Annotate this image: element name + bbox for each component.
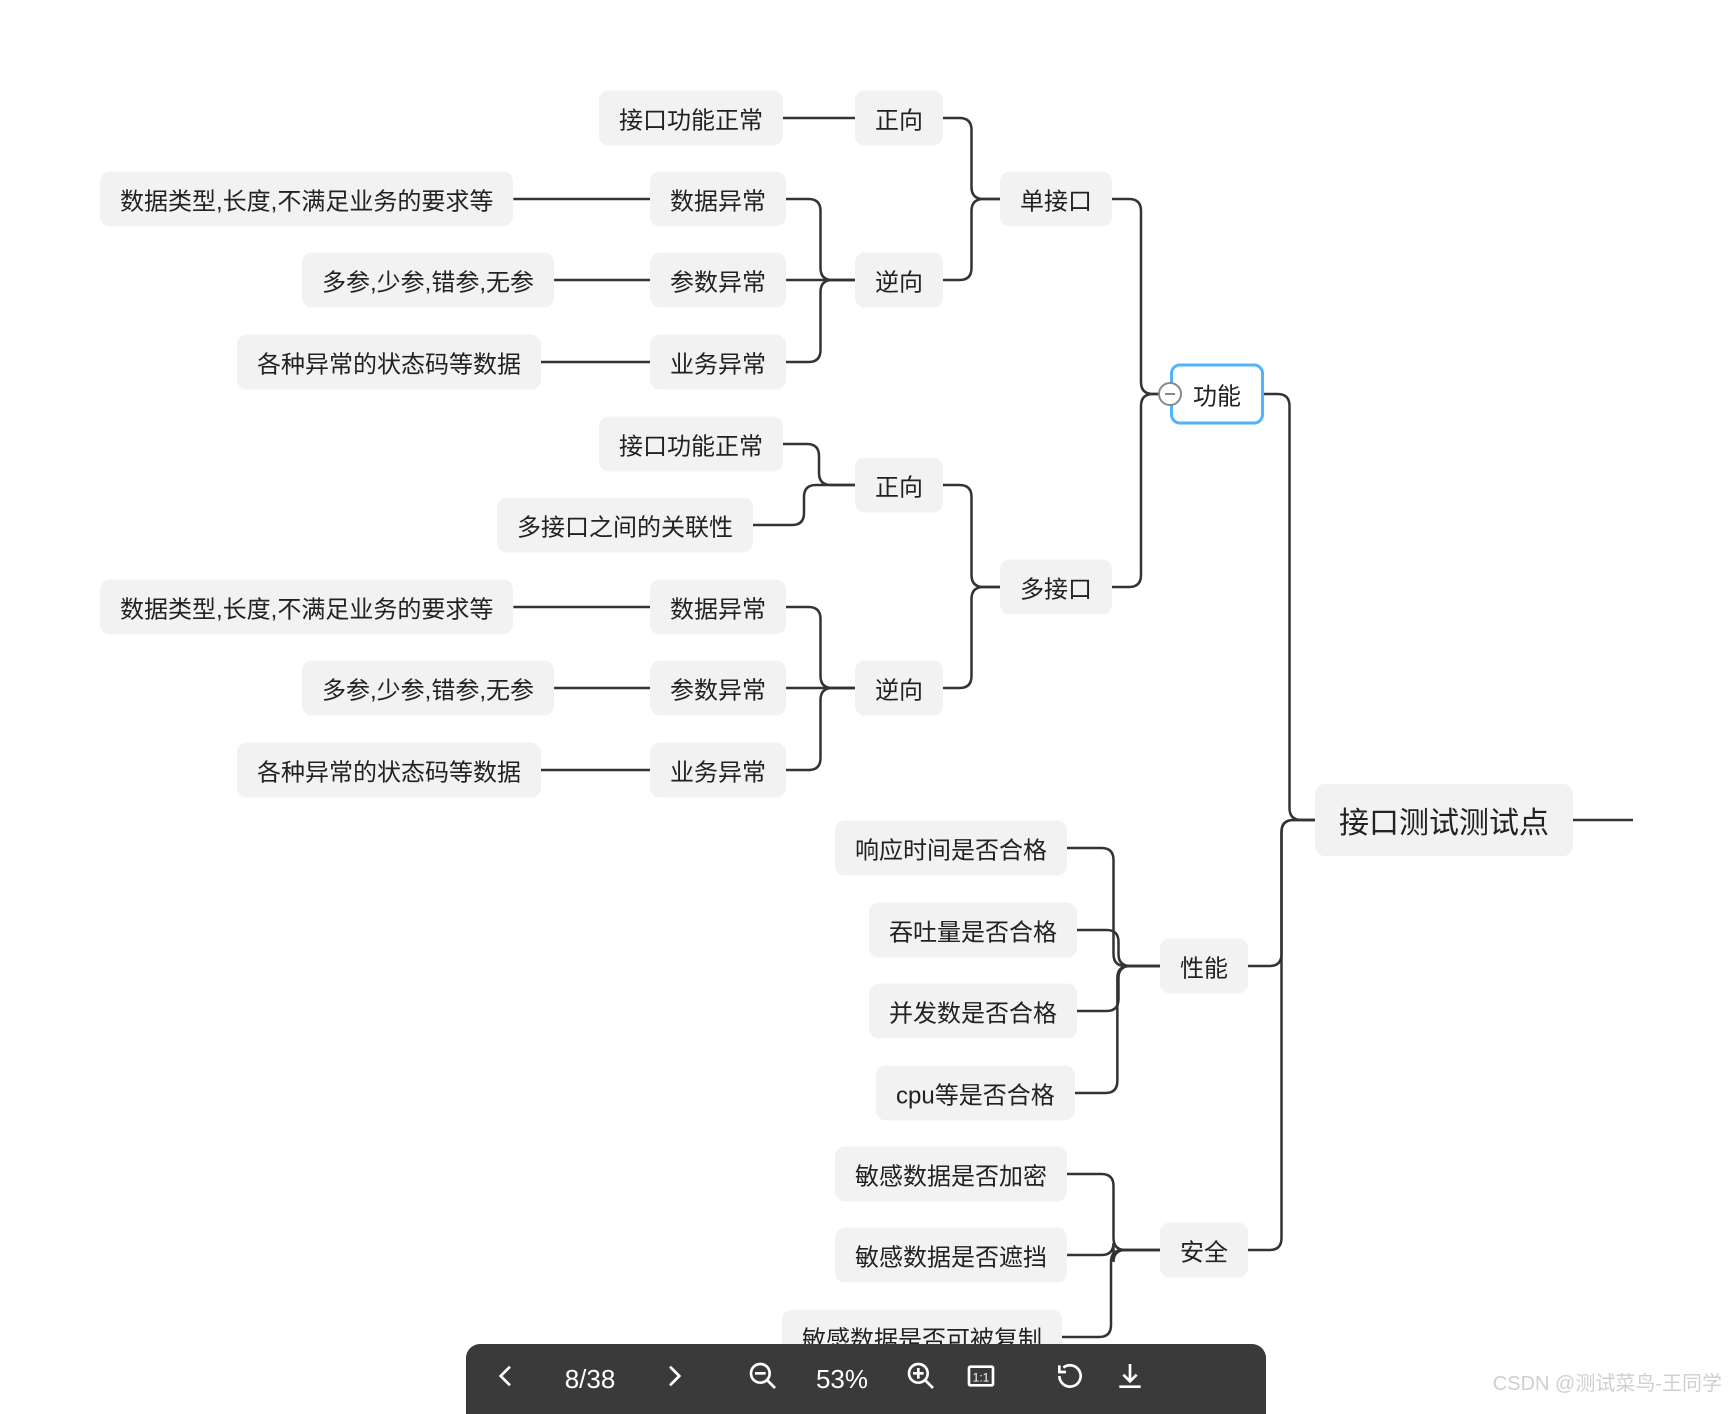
mindmap-node[interactable]: 业务异常 <box>650 335 786 390</box>
page-nav-group: 8/38 <box>490 1360 690 1399</box>
actual-size-button[interactable]: 1:1 <box>965 1360 997 1399</box>
mindmap-node[interactable]: cpu等是否合格 <box>876 1066 1075 1121</box>
mindmap-node[interactable]: 各种异常的状态码等数据 <box>237 743 541 798</box>
mindmap-node[interactable]: 接口测试测试点 <box>1315 784 1573 856</box>
mindmap-canvas[interactable]: 接口测试测试点功能性能安全单接口多接口正向逆向正向逆向接口功能正常数据异常参数异… <box>0 0 1732 1414</box>
next-page-button[interactable] <box>658 1360 690 1399</box>
mindmap-node[interactable]: 多接口之间的关联性 <box>497 498 753 553</box>
mindmap-node[interactable]: 数据类型,长度,不满足业务的要求等 <box>100 580 513 635</box>
mindmap-node[interactable]: 并发数是否合格 <box>869 984 1077 1039</box>
mindmap-node[interactable]: 数据类型,长度,不满足业务的要求等 <box>100 172 513 227</box>
download-button[interactable] <box>1114 1360 1146 1399</box>
page-indicator: 8/38 <box>550 1364 630 1395</box>
mindmap-node[interactable]: 吞吐量是否合格 <box>869 903 1077 958</box>
action-group <box>1054 1360 1146 1399</box>
zoom-out-button[interactable] <box>747 1360 779 1399</box>
watermark: CSDN @测试菜鸟-王同学 <box>1493 1367 1722 1396</box>
mindmap-node[interactable]: 数据异常 <box>650 580 786 635</box>
mindmap-node[interactable]: 单接口 <box>1000 172 1112 227</box>
zoom-level: 53% <box>807 1364 877 1395</box>
mindmap-node[interactable]: 接口功能正常 <box>599 417 783 472</box>
mindmap-node[interactable]: 多参,少参,错参,无参 <box>302 253 554 308</box>
mindmap-node[interactable]: 逆向 <box>855 253 943 308</box>
svg-text:1:1: 1:1 <box>973 1370 990 1384</box>
mindmap-node[interactable]: 逆向 <box>855 661 943 716</box>
mindmap-node[interactable]: 多参,少参,错参,无参 <box>302 661 554 716</box>
prev-page-button[interactable] <box>490 1360 522 1399</box>
mindmap-node[interactable]: 正向 <box>855 91 943 146</box>
mindmap-node[interactable]: 各种异常的状态码等数据 <box>237 335 541 390</box>
mindmap-node[interactable]: 敏感数据是否加密 <box>835 1147 1067 1202</box>
viewer-toolbar: 8/38 53% 1:1 <box>466 1344 1266 1414</box>
mindmap-node[interactable]: 性能 <box>1160 939 1248 994</box>
mindmap-node[interactable]: 安全 <box>1160 1223 1248 1278</box>
mindmap-node[interactable]: 业务异常 <box>650 743 786 798</box>
zoom-in-button[interactable] <box>905 1360 937 1399</box>
mindmap-node[interactable]: 多接口 <box>1000 560 1112 615</box>
mindmap-node[interactable]: 功能 <box>1170 364 1264 425</box>
zoom-group: 53% 1:1 <box>747 1360 997 1399</box>
mindmap-node[interactable]: 响应时间是否合格 <box>835 821 1067 876</box>
mindmap-node[interactable]: 参数异常 <box>650 253 786 308</box>
mindmap-node[interactable]: 接口功能正常 <box>599 91 783 146</box>
collapse-toggle[interactable] <box>1158 382 1182 406</box>
rotate-button[interactable] <box>1054 1360 1086 1399</box>
mindmap-node[interactable]: 数据异常 <box>650 172 786 227</box>
mindmap-node[interactable]: 正向 <box>855 458 943 513</box>
mindmap-node[interactable]: 参数异常 <box>650 661 786 716</box>
mindmap-node[interactable]: 敏感数据是否遮挡 <box>835 1228 1067 1283</box>
